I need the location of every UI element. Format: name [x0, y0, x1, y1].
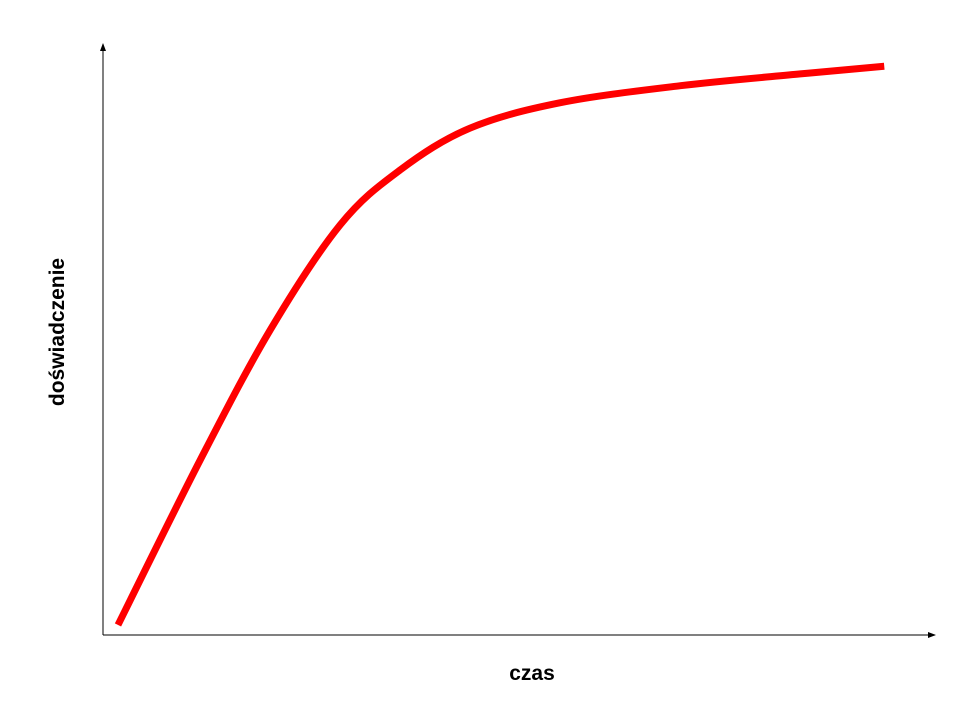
curve: [114, 62, 885, 627]
x-axis-label: czas: [509, 662, 555, 685]
y-axis-label: doświadczenie: [46, 258, 69, 406]
